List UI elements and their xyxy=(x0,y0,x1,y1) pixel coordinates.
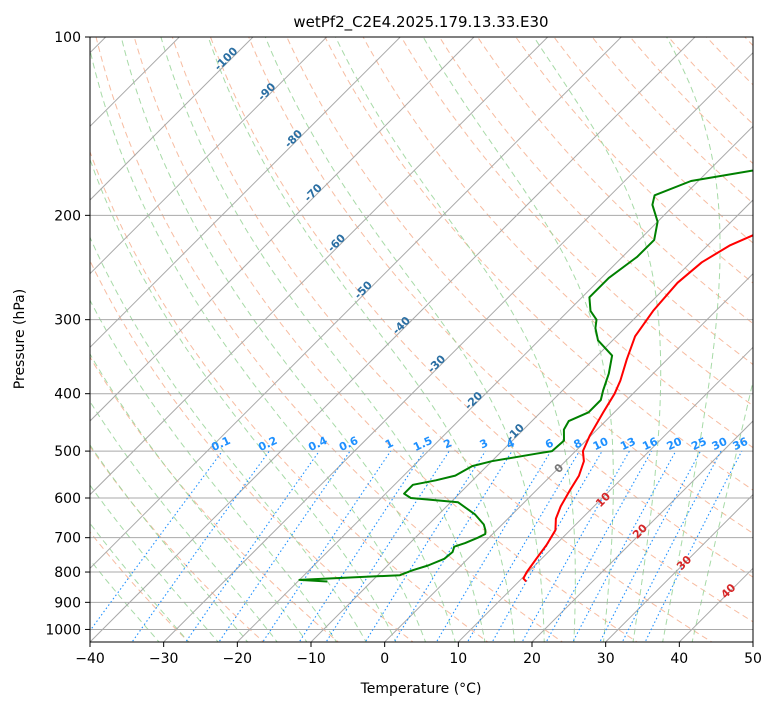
mixing-ratio-line xyxy=(466,450,580,642)
isotherm-line xyxy=(383,272,753,642)
y-tick-label: 400 xyxy=(54,387,81,403)
sounding-series xyxy=(298,169,753,583)
plot-frame xyxy=(89,36,754,643)
y-axis-label: Pressure (hPa) xyxy=(12,289,28,389)
isotherm-line xyxy=(457,346,753,642)
temperature-profile-line xyxy=(522,234,753,583)
isotherm-line xyxy=(604,493,753,642)
mixing-ratio-label: 30 xyxy=(710,435,730,453)
mixing-ratio-label: 25 xyxy=(689,435,708,453)
isotherm-line xyxy=(531,420,753,642)
isotherm-line xyxy=(310,199,753,642)
x-tick-label: −10 xyxy=(296,651,326,667)
dry-adiabat-line xyxy=(133,37,638,642)
dry-adiabat-line xyxy=(90,259,414,642)
isotherms xyxy=(90,37,753,642)
dry-adiabat-line xyxy=(629,37,753,165)
isotherm-line xyxy=(90,37,475,422)
x-tick-label: −30 xyxy=(149,651,179,667)
x-tick-label: 30 xyxy=(597,651,615,667)
y-tick-label: 800 xyxy=(54,565,81,581)
x-tick-label: 0 xyxy=(380,651,389,667)
dry-adiabat-line xyxy=(90,150,489,642)
y-tick-label: 900 xyxy=(54,595,81,611)
y-tick-label: 600 xyxy=(54,491,81,507)
mixing-ratio-label: 20 xyxy=(665,435,685,453)
mixing-ratio-line xyxy=(621,450,722,642)
mixing-ratio-line xyxy=(644,450,743,642)
y-tick-label: 200 xyxy=(54,208,81,224)
mixing-ratio-line xyxy=(393,450,513,642)
isotherm-line xyxy=(90,37,254,201)
mixing-ratio-line xyxy=(185,450,320,642)
mixing-ratio-line xyxy=(491,450,603,642)
dry-adiabat-line xyxy=(171,37,713,642)
mixing-ratio-label: 10 xyxy=(591,435,611,453)
mixing-ratio-label: 16 xyxy=(640,435,660,453)
dry-adiabat-line xyxy=(286,37,753,534)
dry-adiabat-line xyxy=(248,37,753,578)
mixing-ratio-line xyxy=(599,450,701,642)
isotherm-line xyxy=(236,125,753,642)
mixing-ratio-line xyxy=(435,450,552,642)
dry-adiabat-line xyxy=(324,37,753,491)
y-tick-label: 500 xyxy=(54,444,81,460)
x-tick-label: −40 xyxy=(75,651,105,667)
plot-area: 0.1 0.2 0.4 0.6 1 1.5 2 3 4 6 8 10 13 16 20 25 30 36-100-… xyxy=(90,37,753,642)
dewpoint-profile-line xyxy=(298,169,753,583)
isotherm-line xyxy=(90,37,696,642)
mixing-ratio-label: 36 xyxy=(731,435,751,453)
dry-adiabat-line xyxy=(477,37,753,325)
x-tick-label: 20 xyxy=(523,651,541,667)
isobar-gridlines xyxy=(90,37,753,630)
mixing-ratio-lines xyxy=(90,450,743,642)
chart-title: wetPf2_C2E4.2025.179.13.33.E30 xyxy=(293,13,548,32)
mixing-ratio-line xyxy=(298,450,425,642)
y-tick-label: 300 xyxy=(54,313,81,329)
mixing-ratio-line xyxy=(218,450,351,642)
dry-adiabat-line xyxy=(362,37,753,449)
isotherm-line xyxy=(90,37,623,570)
mixing-ratio-label: 13 xyxy=(618,435,637,453)
y-tick-label: 700 xyxy=(54,531,81,547)
y-tick-label: 100 xyxy=(54,30,81,46)
x-axis-label: Temperature (°C) xyxy=(360,681,482,697)
y-axis-ticks: 1000 900 800 700 600 500 400 300 200 100 xyxy=(45,30,90,638)
isotherm-line xyxy=(90,37,181,128)
dry-adiabat-line xyxy=(95,37,564,642)
mixing-ratio-line xyxy=(545,450,653,642)
dry-adiabat-line xyxy=(90,445,265,642)
x-tick-label: 40 xyxy=(670,651,688,667)
x-tick-label: −20 xyxy=(223,651,253,667)
dry-adiabats xyxy=(90,37,753,642)
moist-adiabat-line xyxy=(90,236,367,642)
dry-adiabat-line xyxy=(90,356,340,642)
dry-adiabat-line xyxy=(515,37,753,284)
x-tick-label: 10 xyxy=(449,651,467,667)
dry-adiabat-line xyxy=(209,37,753,623)
x-tick-label: 50 xyxy=(744,651,762,667)
dry-adiabat-line xyxy=(438,37,753,366)
isotherm-line xyxy=(90,37,328,275)
dry-adiabat-line xyxy=(400,37,753,407)
moist-adiabat-line xyxy=(90,158,397,642)
mixing-ratio-line xyxy=(572,450,677,642)
y-tick-label: 1000 xyxy=(45,622,81,638)
isotherm-line xyxy=(162,51,753,642)
isotherm-line xyxy=(90,37,549,496)
isotherm-line xyxy=(90,37,402,349)
x-axis-ticks: −40 −30 −20 −10 0 10 20 30 40 50 xyxy=(75,642,762,667)
mixing-ratio-line xyxy=(521,450,630,642)
